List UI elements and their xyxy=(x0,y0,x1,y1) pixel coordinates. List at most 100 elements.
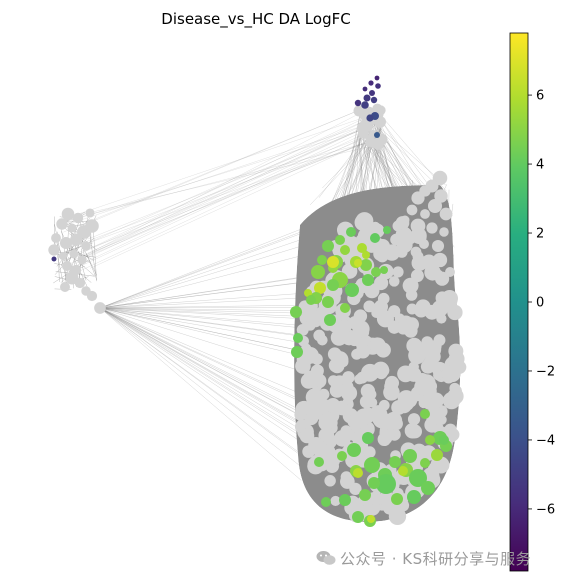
graph-node xyxy=(340,303,350,313)
graph-node xyxy=(354,373,365,385)
graph-edge xyxy=(74,141,366,260)
graph-node xyxy=(424,304,440,320)
colorbar-tick-label: −6 xyxy=(536,502,555,517)
graph-edge xyxy=(74,124,372,264)
graph-node xyxy=(353,309,368,323)
graph-node xyxy=(304,289,312,297)
graph-node xyxy=(308,437,324,453)
graph-node xyxy=(331,351,349,369)
graph-edge xyxy=(99,219,327,309)
graph-node xyxy=(313,329,326,342)
graph-node xyxy=(56,218,68,230)
graph-edge xyxy=(99,307,337,495)
graph-node xyxy=(305,388,324,407)
graph-node xyxy=(397,365,414,383)
graph-node xyxy=(94,302,106,314)
graph-edge xyxy=(92,107,367,222)
graph-node xyxy=(444,300,457,313)
graph-edge xyxy=(99,235,335,309)
graph-node xyxy=(290,306,302,318)
graph-node xyxy=(318,427,335,444)
graph-edge xyxy=(88,137,380,244)
graph-node xyxy=(359,395,374,409)
graph-node xyxy=(376,310,395,328)
graph-node xyxy=(370,233,380,243)
graph-node xyxy=(388,276,400,287)
graph-node xyxy=(421,481,435,495)
graph-node xyxy=(338,319,352,334)
graph-node xyxy=(340,471,353,483)
graph-node xyxy=(435,271,450,286)
graph-node xyxy=(325,459,340,473)
graph-edge xyxy=(99,307,310,345)
graph-node xyxy=(390,233,402,246)
graph-node xyxy=(330,329,348,346)
graph-edge xyxy=(64,126,362,262)
graph-edge xyxy=(369,120,442,191)
graph-edge xyxy=(60,124,367,227)
graph-node xyxy=(405,289,418,301)
graph-node xyxy=(354,259,362,267)
graph-edge xyxy=(78,248,82,283)
colorbar-tick-label: 4 xyxy=(536,158,544,173)
graph-node xyxy=(329,383,345,398)
graph-node xyxy=(410,269,424,283)
graph-node xyxy=(346,227,356,237)
graph-node xyxy=(85,219,99,233)
graph-node xyxy=(58,251,68,261)
graph-node xyxy=(361,101,369,109)
graph-edge xyxy=(87,130,360,240)
graph-edge xyxy=(99,307,304,404)
graph-node xyxy=(383,384,400,401)
graph-node xyxy=(383,226,391,234)
graph-node xyxy=(81,241,91,251)
graph-edge xyxy=(69,136,367,248)
graph-node xyxy=(362,86,368,92)
graph-node xyxy=(74,277,86,289)
graph-edge xyxy=(99,307,315,434)
graph-node xyxy=(411,191,425,205)
graph-node xyxy=(365,139,373,148)
graph-edge xyxy=(78,133,373,272)
graph-node xyxy=(341,380,354,393)
graph-edge xyxy=(99,307,317,312)
graph-node xyxy=(362,251,370,259)
graph-edge xyxy=(99,281,308,309)
graph-node xyxy=(352,511,364,523)
graph-edge xyxy=(65,133,365,274)
colorbar-tick-label: −2 xyxy=(536,364,555,379)
graph-node xyxy=(425,435,435,445)
graph-node xyxy=(334,429,351,447)
graph-node xyxy=(339,494,351,506)
graph-node xyxy=(428,392,444,408)
graph-node xyxy=(364,457,380,473)
graph-node xyxy=(433,370,444,381)
graph-edge xyxy=(75,128,367,220)
graph-node xyxy=(317,255,327,265)
graph-node xyxy=(337,451,347,461)
graph-node xyxy=(345,452,361,469)
graph-node xyxy=(347,414,362,429)
graph-node xyxy=(59,236,73,250)
graph-edge xyxy=(99,307,307,374)
graph-edge xyxy=(99,307,313,442)
graph-node xyxy=(327,279,339,291)
graph-node xyxy=(357,282,368,294)
graph-node xyxy=(69,233,83,247)
colorbar-gradient xyxy=(509,32,529,572)
graph-edge xyxy=(82,141,374,217)
graph-node xyxy=(363,94,371,102)
graph-node xyxy=(427,198,443,214)
graph-node xyxy=(414,379,431,396)
graph-node xyxy=(395,216,410,230)
graph-edge xyxy=(81,107,371,258)
graph-node xyxy=(357,243,367,253)
graph-node xyxy=(446,428,460,442)
graph-node xyxy=(293,333,303,343)
graph-node xyxy=(51,256,57,262)
graph-node xyxy=(374,75,380,81)
graph-node xyxy=(423,355,437,369)
graph-node xyxy=(407,490,421,504)
graph-node xyxy=(347,443,361,457)
